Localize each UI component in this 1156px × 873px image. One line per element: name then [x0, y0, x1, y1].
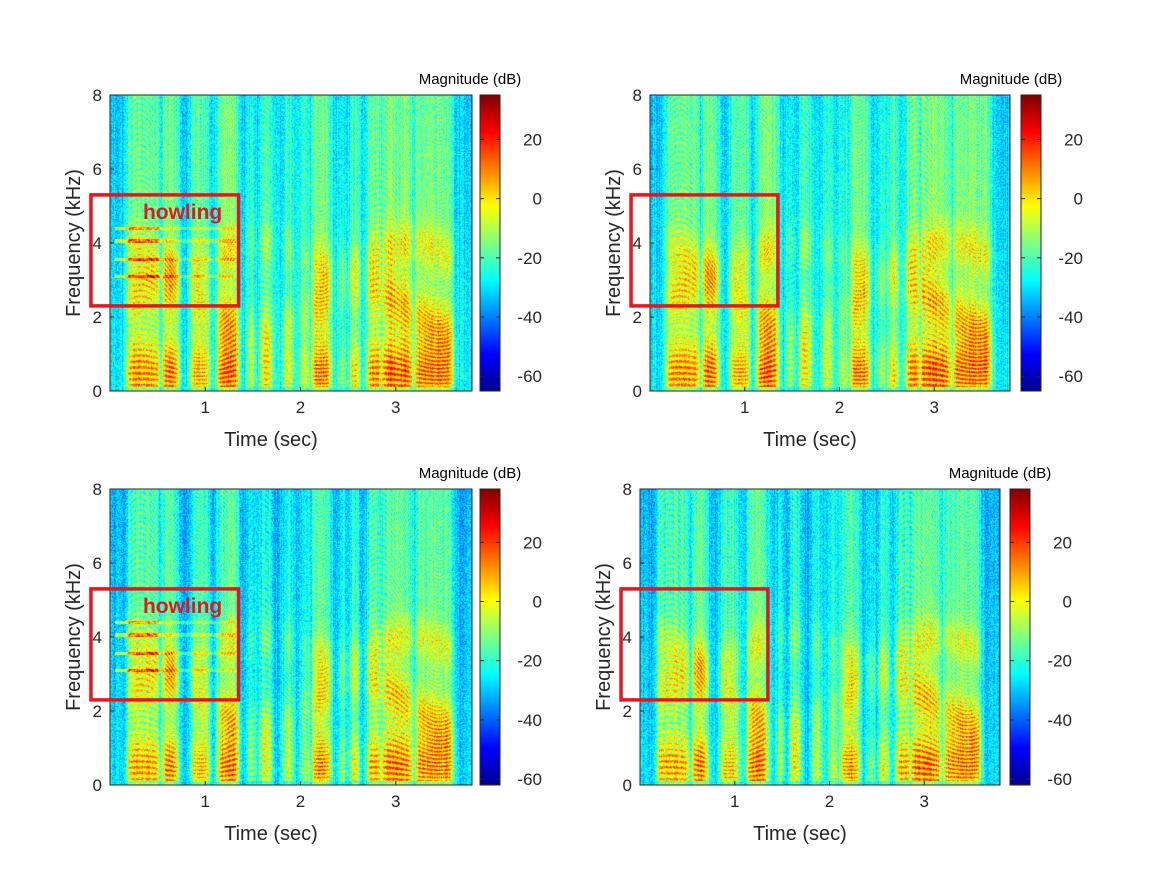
colorbar-tick-label: 0 — [1074, 190, 1083, 209]
colorbar — [479, 94, 501, 392]
colorbar-label: Magnitude (dB) — [419, 71, 522, 88]
y-axis-label: Frequency (kHz) — [63, 563, 85, 711]
y-tick-label: 6 — [623, 554, 632, 573]
spectrogram-canvas — [110, 489, 472, 785]
x-tick-label: 1 — [730, 792, 739, 811]
y-tick-label: 0 — [93, 382, 102, 401]
y-tick-label: 8 — [93, 86, 102, 105]
y-tick-label: 0 — [93, 776, 102, 795]
y-axis-label: Frequency (kHz) — [593, 563, 615, 711]
y-tick-label: 6 — [93, 554, 102, 573]
colorbar-tick-label: -60 — [517, 367, 542, 386]
colorbar-tick-label: -60 — [1058, 367, 1083, 386]
spectrogram-panel-top-left: 1 2 3 0 2 4 6 8 Time (sec) Frequency (kHz) 20 0 -20 -… — [63, 71, 542, 451]
colorbar-tick-label: 20 — [1064, 130, 1083, 149]
x-axis-label: Time (sec) — [224, 823, 318, 845]
y-tick-label: 2 — [93, 702, 102, 721]
x-tick-label: 1 — [201, 398, 210, 417]
colorbar — [1020, 94, 1042, 392]
highlight-box — [629, 193, 780, 308]
x-axis-label: Time (sec) — [224, 429, 318, 451]
colorbar-tick-label: -60 — [1047, 770, 1072, 789]
spectrogram-heatmap — [110, 95, 472, 391]
y-tick-label: 4 — [93, 628, 102, 647]
colorbar-label: Magnitude (dB) — [949, 465, 1052, 482]
colorbar-label: Magnitude (dB) — [960, 71, 1063, 88]
highlight-box — [89, 193, 241, 308]
y-tick-label: 4 — [623, 628, 632, 647]
colorbar-tick-label: 0 — [533, 190, 542, 209]
y-axis-label: Frequency (kHz) — [603, 169, 625, 317]
spectrogram-heatmap — [640, 489, 1000, 785]
colorbar-tick-label: 0 — [1063, 592, 1072, 611]
x-tick-label: 2 — [835, 398, 844, 417]
y-tick-label: 8 — [633, 86, 642, 105]
y-tick-label: 4 — [93, 234, 102, 253]
colorbar — [1009, 488, 1031, 786]
highlight-box — [619, 587, 770, 702]
y-tick-label: 6 — [633, 160, 642, 179]
x-tick-label: 1 — [201, 792, 210, 811]
y-tick-label: 6 — [93, 160, 102, 179]
colorbar — [479, 488, 501, 786]
colorbar-tick-label: -40 — [517, 308, 542, 327]
colorbar-tick-label: -40 — [517, 711, 542, 730]
y-tick-label: 4 — [633, 234, 642, 253]
colorbar-tick-label: 0 — [533, 592, 542, 611]
x-tick-label: 2 — [825, 792, 834, 811]
y-tick-label: 2 — [633, 308, 642, 327]
colorbar-tick-label: 20 — [523, 533, 542, 552]
y-tick-label: 8 — [623, 480, 632, 499]
y-tick-label: 2 — [623, 702, 632, 721]
x-tick-label: 3 — [391, 792, 400, 811]
y-tick-label: 8 — [93, 480, 102, 499]
spectrogram-panel-bottom-left: 1 2 3 0 2 4 6 8 Time (sec) Frequency (kHz) 20 0 -20 -… — [63, 465, 542, 845]
x-tick-label: 2 — [296, 398, 305, 417]
x-tick-label: 1 — [740, 398, 749, 417]
spectrogram-canvas — [110, 95, 472, 391]
colorbar-tick-label: -40 — [1058, 308, 1083, 327]
x-tick-label: 3 — [391, 398, 400, 417]
howling-annotation: howling — [143, 595, 222, 618]
x-tick-label: 3 — [929, 398, 938, 417]
highlight-box — [89, 587, 241, 702]
y-tick-label: 0 — [633, 382, 642, 401]
colorbar-tick-label: -20 — [1047, 652, 1072, 671]
y-axis-label: Frequency (kHz) — [63, 169, 85, 317]
spectrogram-heatmap — [650, 95, 1010, 391]
colorbar-tick-label: 20 — [1053, 533, 1072, 552]
x-axis-label: Time (sec) — [753, 823, 847, 845]
colorbar-label: Magnitude (dB) — [419, 465, 522, 482]
spectrogram-panel-bottom-right: 1 2 3 0 2 4 6 8 Time (sec) Frequency (kHz) 20 0 -20 -… — [593, 465, 1072, 845]
colorbar-tick-label: -20 — [517, 652, 542, 671]
x-axis-label: Time (sec) — [763, 429, 857, 451]
howling-annotation: howling — [143, 201, 222, 224]
colorbar-tick-label: -20 — [517, 249, 542, 268]
spectrogram-panel-top-right: 1 2 3 0 2 4 6 8 Time (sec) Frequency (kHz) 20 0 -20 -… — [603, 71, 1083, 451]
y-tick-label: 0 — [623, 776, 632, 795]
spectrogram-canvas — [640, 489, 1000, 785]
colorbar-tick-label: 20 — [523, 130, 542, 149]
y-tick-label: 2 — [93, 308, 102, 327]
spectrogram-heatmap — [110, 489, 472, 785]
x-tick-label: 2 — [296, 792, 305, 811]
colorbar-tick-label: -60 — [517, 770, 542, 789]
colorbar-tick-label: -20 — [1058, 249, 1083, 268]
spectrogram-canvas — [650, 95, 1010, 391]
colorbar-tick-label: -40 — [1047, 711, 1072, 730]
x-tick-label: 3 — [919, 792, 928, 811]
